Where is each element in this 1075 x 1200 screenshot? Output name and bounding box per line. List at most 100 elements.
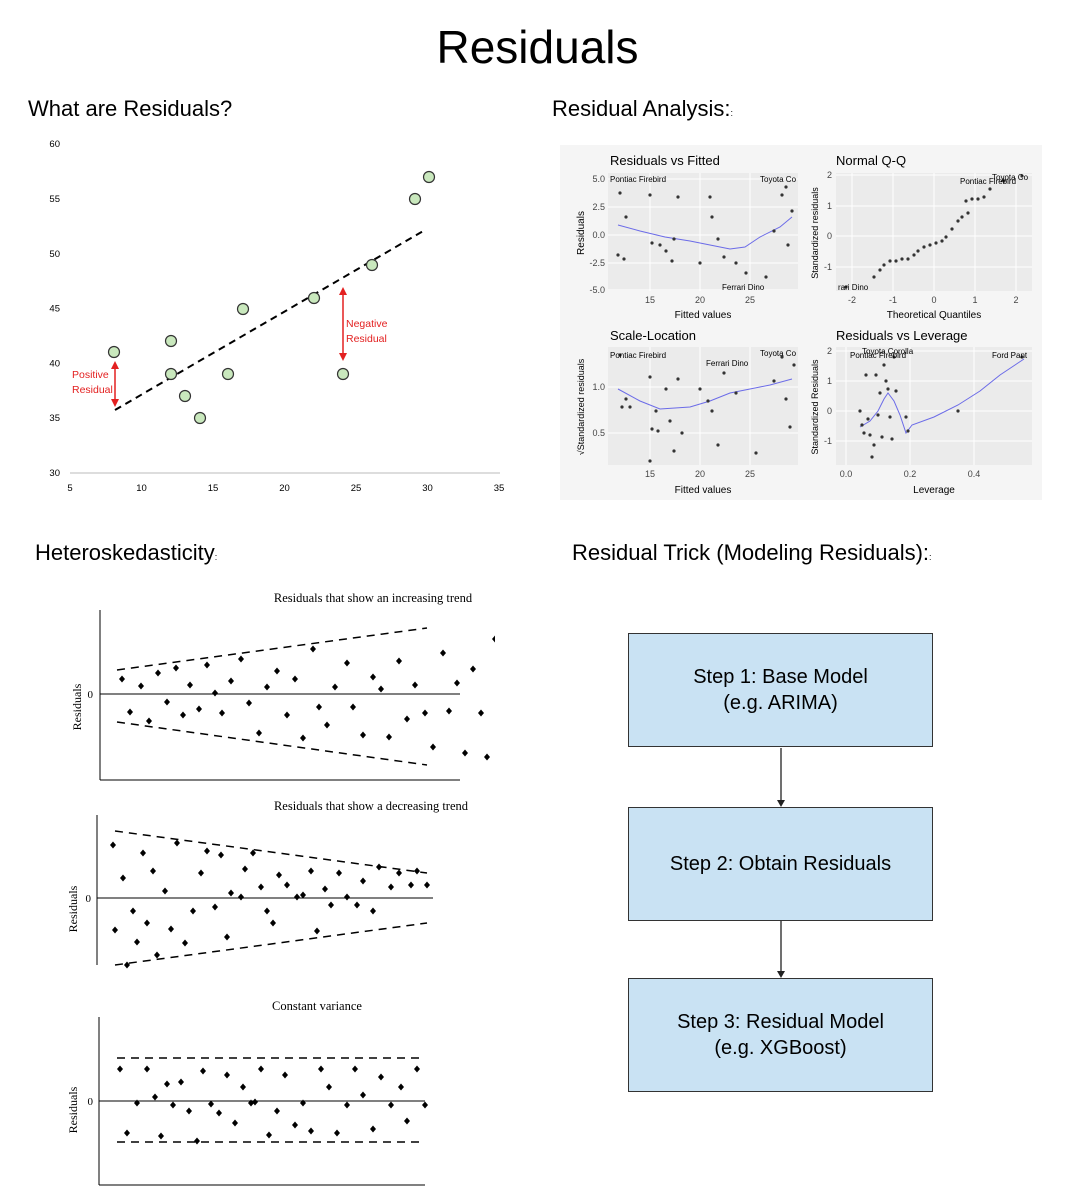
- hetero-point: [370, 907, 376, 915]
- hetero-point: [424, 881, 430, 889]
- negative-residual-arrow: [339, 287, 347, 361]
- scatter-point: [307, 291, 321, 305]
- hetero-zero-decreasing: 0: [86, 893, 92, 905]
- scatter-y-ticks: 30 35 40 45 50 55 60: [49, 139, 60, 479]
- hetero-point: [352, 1065, 358, 1073]
- scatter-y-tick: 50: [49, 249, 60, 260]
- scatter-point: [107, 345, 121, 359]
- negative-residual-label-2: Residual: [346, 333, 387, 345]
- hetero-point: [228, 677, 234, 685]
- scatter-y-tick: 55: [49, 194, 60, 205]
- hetero-point: [138, 682, 144, 690]
- hetero-point: [308, 1127, 314, 1135]
- hetero-point: [124, 961, 130, 969]
- hetero-point: [378, 1073, 384, 1081]
- scatter-y-tick: 45: [49, 304, 60, 315]
- flow-arrow-2-3: [777, 921, 785, 978]
- hetero-point: [242, 865, 248, 873]
- rvf-ytick: -2.5: [589, 258, 605, 268]
- hetero-point: [344, 893, 350, 901]
- hetero-point: [396, 657, 402, 665]
- hetero-point: [360, 1091, 366, 1099]
- hetero-point: [174, 839, 180, 847]
- hetero-point: [282, 1071, 288, 1079]
- hetero-point: [344, 659, 350, 667]
- qq-label-ferrari: rari Dino: [838, 283, 869, 292]
- rvl-panel: [836, 347, 1032, 465]
- flow-step-3-line2: (e.g. XGBoost): [714, 1037, 847, 1059]
- hetero-point: [284, 881, 290, 889]
- hetero-point: [404, 1117, 410, 1125]
- hetero-point: [152, 1093, 158, 1101]
- hetero-point: [316, 703, 322, 711]
- qq-label-toyota: Toyota Co: [992, 173, 1029, 182]
- scatter-x-ticks: 5 10 15 20 25 30 35: [67, 483, 504, 494]
- heading-mark: :: [929, 552, 932, 562]
- rvl-ylabel: Standardized Residuals: [810, 359, 820, 455]
- hetero-point: [178, 1078, 184, 1086]
- heading-residual-trick: Residual Trick (Modeling Residuals)::: [572, 540, 932, 566]
- hetero-point: [478, 709, 484, 717]
- rvf-panel: [608, 173, 798, 291]
- hetero-point: [360, 731, 366, 739]
- hetero-points-decreasing: [110, 839, 430, 969]
- qq-xtick: 0: [931, 295, 936, 305]
- qq-xlabel: Theoretical Quantiles: [887, 310, 982, 321]
- sl-ylabel: √Standardized residuals: [576, 358, 586, 455]
- hetero-point: [386, 733, 392, 741]
- hetero-point: [182, 939, 188, 947]
- plot-residuals-vs-fitted: Residuals vs Fitted Pontiac Firebird Toy…: [576, 153, 798, 321]
- hetero-point: [324, 721, 330, 729]
- hetero-point: [414, 1065, 420, 1073]
- sl-label-toyota: Toyota Co: [760, 349, 797, 358]
- scatter-point: [408, 192, 422, 206]
- hetero-point: [212, 903, 218, 911]
- scatter-x-tick: 30: [422, 483, 433, 494]
- hetero-point: [119, 675, 125, 683]
- hetero-point: [219, 709, 225, 717]
- hetero-point: [266, 1131, 272, 1139]
- rvl-label-pontiac: Pontiac Firebird: [850, 351, 906, 360]
- hetero-point: [264, 907, 270, 915]
- rvf-label-ferrari: Ferrari Dino: [722, 283, 765, 292]
- hetero-point: [224, 933, 230, 941]
- hetero-point: [398, 1083, 404, 1091]
- hetero-point: [412, 681, 418, 689]
- heading-heteroskedasticity: Heteroskedasticity:: [35, 540, 217, 566]
- heteroskedasticity-panels: Residuals that show an increasing trend …: [66, 591, 495, 1186]
- sl-xlabel: Fitted values: [675, 485, 732, 496]
- hetero-point: [198, 869, 204, 877]
- hetero-ylabel-increasing: Residuals: [70, 683, 84, 730]
- plot-scale-location: Scale-Location Pontiac Firebird Toyota C…: [576, 328, 798, 496]
- hetero-point: [194, 1137, 200, 1145]
- hetero-point: [404, 715, 410, 723]
- hetero-point: [492, 635, 495, 643]
- qq-ytick: 1: [827, 201, 832, 211]
- hetero-point: [454, 679, 460, 687]
- hetero-point: [264, 683, 270, 691]
- hetero-point: [208, 1100, 214, 1108]
- hetero-point: [370, 1125, 376, 1133]
- rvl-xlabel: Leverage: [913, 485, 955, 496]
- positive-residual-label-2: Residual: [72, 384, 113, 396]
- flow-arrows: [777, 748, 785, 978]
- positive-residual-label-1: Positive: [72, 369, 109, 381]
- hetero-point: [328, 901, 334, 909]
- sl-xtick: 15: [645, 469, 655, 479]
- hetero-point: [310, 645, 316, 653]
- hetero-point: [414, 867, 420, 875]
- hetero-point: [200, 1067, 206, 1075]
- hetero-point: [144, 1065, 150, 1073]
- hetero-point: [117, 1065, 123, 1073]
- rvf-ytick: -5.0: [589, 285, 605, 295]
- hetero-title-constant: Constant variance: [272, 999, 362, 1013]
- hetero-point: [168, 925, 174, 933]
- rvf-ylabel: Residuals: [576, 211, 587, 255]
- hetero-point: [274, 1107, 280, 1115]
- rvf-xlabel: Fitted values: [675, 310, 732, 321]
- hetero-point: [292, 675, 298, 683]
- residual-scatter-chart: 5 10 15 20 25 30 35 30 35 40 45 50 55 60 Positive Re…: [49, 139, 504, 494]
- plot-residuals-vs-leverage: Residuals vs Leverage Pontiac Firebird T…: [810, 328, 1032, 496]
- scatter-point: [422, 170, 436, 184]
- hetero-point: [224, 1071, 230, 1079]
